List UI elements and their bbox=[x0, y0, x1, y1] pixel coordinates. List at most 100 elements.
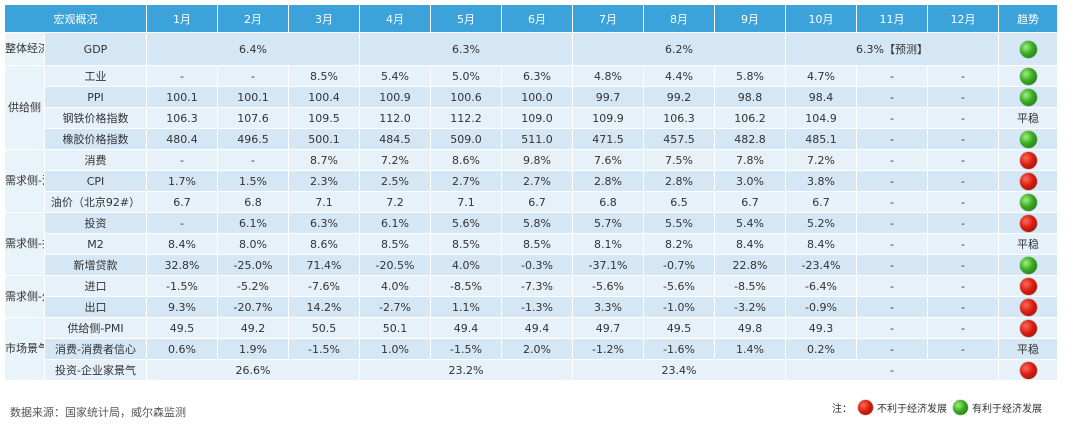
value-cell: 471.5 bbox=[572, 128, 644, 150]
row-label: 投资 bbox=[44, 212, 147, 234]
row-label: 油价（北京92#） bbox=[44, 191, 147, 213]
value-cell: - bbox=[927, 296, 999, 318]
value-cell: 106.2 bbox=[714, 107, 786, 129]
value-cell: 98.4 bbox=[785, 86, 857, 108]
trend-indicator-icon bbox=[1019, 256, 1037, 274]
group-label: 供给侧 bbox=[4, 65, 45, 150]
trend-text: 平稳 bbox=[1017, 343, 1039, 356]
value-cell: -5.2% bbox=[217, 275, 289, 297]
value-cell: - bbox=[856, 233, 928, 255]
value-cell: 8.5% bbox=[359, 233, 431, 255]
value-cell: 0.6% bbox=[146, 338, 218, 360]
value-cell: -37.1% bbox=[572, 254, 644, 276]
value-cell: 4.0% bbox=[359, 275, 431, 297]
value-cell: 8.5% bbox=[430, 233, 502, 255]
value-cell: -0.3% bbox=[501, 254, 573, 276]
value-cell: -1.2% bbox=[572, 338, 644, 360]
trend-cell: 平稳 bbox=[998, 107, 1058, 129]
trend-indicator-icon bbox=[1019, 361, 1037, 379]
value-cell: - bbox=[856, 338, 928, 360]
value-cell: 8.1% bbox=[572, 233, 644, 255]
value-cell: - bbox=[856, 149, 928, 171]
value-cell: -23.4% bbox=[785, 254, 857, 276]
value-cell: 106.3 bbox=[643, 107, 715, 129]
value-cell: - bbox=[927, 254, 999, 276]
data-row: 消费-消费者信心 0.6% 1.9% -1.5% 1.0% -1.5% 2.0% -1.2% -… bbox=[5, 338, 1058, 360]
value-cell: -0.7% bbox=[643, 254, 715, 276]
value-cell: 49.3 bbox=[785, 317, 857, 339]
legend-green-label: 有利于经济发展 bbox=[972, 404, 1042, 415]
value-cell: - bbox=[927, 212, 999, 234]
header-row: 宏观概况 1月 2月 3月 4月 5月 6月 7月 8月 9月 10月 11月 … bbox=[4, 4, 1058, 33]
value-cell: -0.9% bbox=[785, 296, 857, 318]
value-cell: 100.4 bbox=[288, 86, 360, 108]
value-cell: - bbox=[927, 86, 999, 108]
value-cell: -1.5% bbox=[430, 338, 502, 360]
value-cell: 5.7% bbox=[572, 212, 644, 234]
data-row: 新增贷款 32.8% -25.0% 71.4% -20.5% 4.0% -0.3% -37.1… bbox=[5, 254, 1058, 276]
value-cell: -6.4% bbox=[785, 275, 857, 297]
trend-cell bbox=[998, 128, 1058, 150]
value-cell: - bbox=[856, 254, 928, 276]
value-cell: 109.9 bbox=[572, 107, 644, 129]
value-cell: 109.5 bbox=[288, 107, 360, 129]
value-cell: - bbox=[856, 128, 928, 150]
value-cell: 8.6% bbox=[288, 233, 360, 255]
row-label: 消费 bbox=[44, 149, 147, 171]
value-cell: 32.8% bbox=[146, 254, 218, 276]
trend-indicator-icon bbox=[1019, 319, 1037, 337]
value-cell: - bbox=[146, 212, 218, 234]
value-cell: - bbox=[927, 65, 999, 87]
value-cell: 482.8 bbox=[714, 128, 786, 150]
value-cell: 2.3% bbox=[288, 170, 360, 192]
value-cell: 49.5 bbox=[643, 317, 715, 339]
value-cell: -1.6% bbox=[643, 338, 715, 360]
biz-q3-cell: 23.4% bbox=[572, 359, 786, 381]
value-cell: 22.8% bbox=[714, 254, 786, 276]
data-row: 需求侧-消费 消费--8.7%7.2%8.6%9.8%7.6%7.5%7.8%7… bbox=[4, 149, 1058, 213]
value-cell: 49.8 bbox=[714, 317, 786, 339]
value-cell: - bbox=[856, 191, 928, 213]
value-cell: - bbox=[856, 296, 928, 318]
trend-indicator-icon bbox=[1019, 130, 1037, 148]
value-cell: 5.4% bbox=[359, 65, 431, 87]
row-label: 新增贷款 bbox=[44, 254, 147, 276]
value-cell: 112.0 bbox=[359, 107, 431, 129]
value-cell: 4.4% bbox=[643, 65, 715, 87]
group-label: 整体经济 bbox=[4, 32, 45, 66]
trend-cell bbox=[998, 212, 1058, 234]
value-cell: - bbox=[217, 65, 289, 87]
value-cell: 50.5 bbox=[288, 317, 360, 339]
value-cell: 100.0 bbox=[501, 86, 573, 108]
gdp-q4-cell: 6.3%【预测】 bbox=[785, 32, 999, 66]
row-label: 出口 bbox=[44, 296, 147, 318]
trend-cell bbox=[998, 296, 1058, 318]
value-cell: 500.1 bbox=[288, 128, 360, 150]
value-cell: 104.9 bbox=[785, 107, 857, 129]
data-row: CPI 1.7% 1.5% 2.3% 2.5% 2.7% 2.7% 2.8% 2.8% 3.0% 3… bbox=[5, 170, 1058, 192]
header-cell: 8月 bbox=[643, 4, 715, 33]
value-cell: -5.6% bbox=[572, 275, 644, 297]
value-cell: 2.5% bbox=[359, 170, 431, 192]
value-cell: 3.0% bbox=[714, 170, 786, 192]
value-cell: -2.7% bbox=[359, 296, 431, 318]
value-cell: 5.6% bbox=[430, 212, 502, 234]
value-cell: 8.7% bbox=[288, 149, 360, 171]
trend-cell: 平稳 bbox=[998, 233, 1058, 255]
value-cell: 4.0% bbox=[430, 254, 502, 276]
value-cell: 509.0 bbox=[430, 128, 502, 150]
trend-indicator-icon bbox=[1019, 193, 1037, 211]
value-cell: 2.8% bbox=[572, 170, 644, 192]
value-cell: 8.0% bbox=[217, 233, 289, 255]
value-cell: 14.2% bbox=[288, 296, 360, 318]
value-cell: -20.5% bbox=[359, 254, 431, 276]
trend-cell bbox=[998, 170, 1058, 192]
value-cell: 49.2 bbox=[217, 317, 289, 339]
value-cell: 480.4 bbox=[146, 128, 218, 150]
value-cell: 8.2% bbox=[643, 233, 715, 255]
header-cell: 5月 bbox=[430, 4, 502, 33]
gdp-q2-cell: 6.3% bbox=[359, 32, 573, 66]
value-cell: -1.5% bbox=[146, 275, 218, 297]
header-cell: 宏观概况 bbox=[4, 4, 147, 33]
header-cell: 9月 bbox=[714, 4, 786, 33]
